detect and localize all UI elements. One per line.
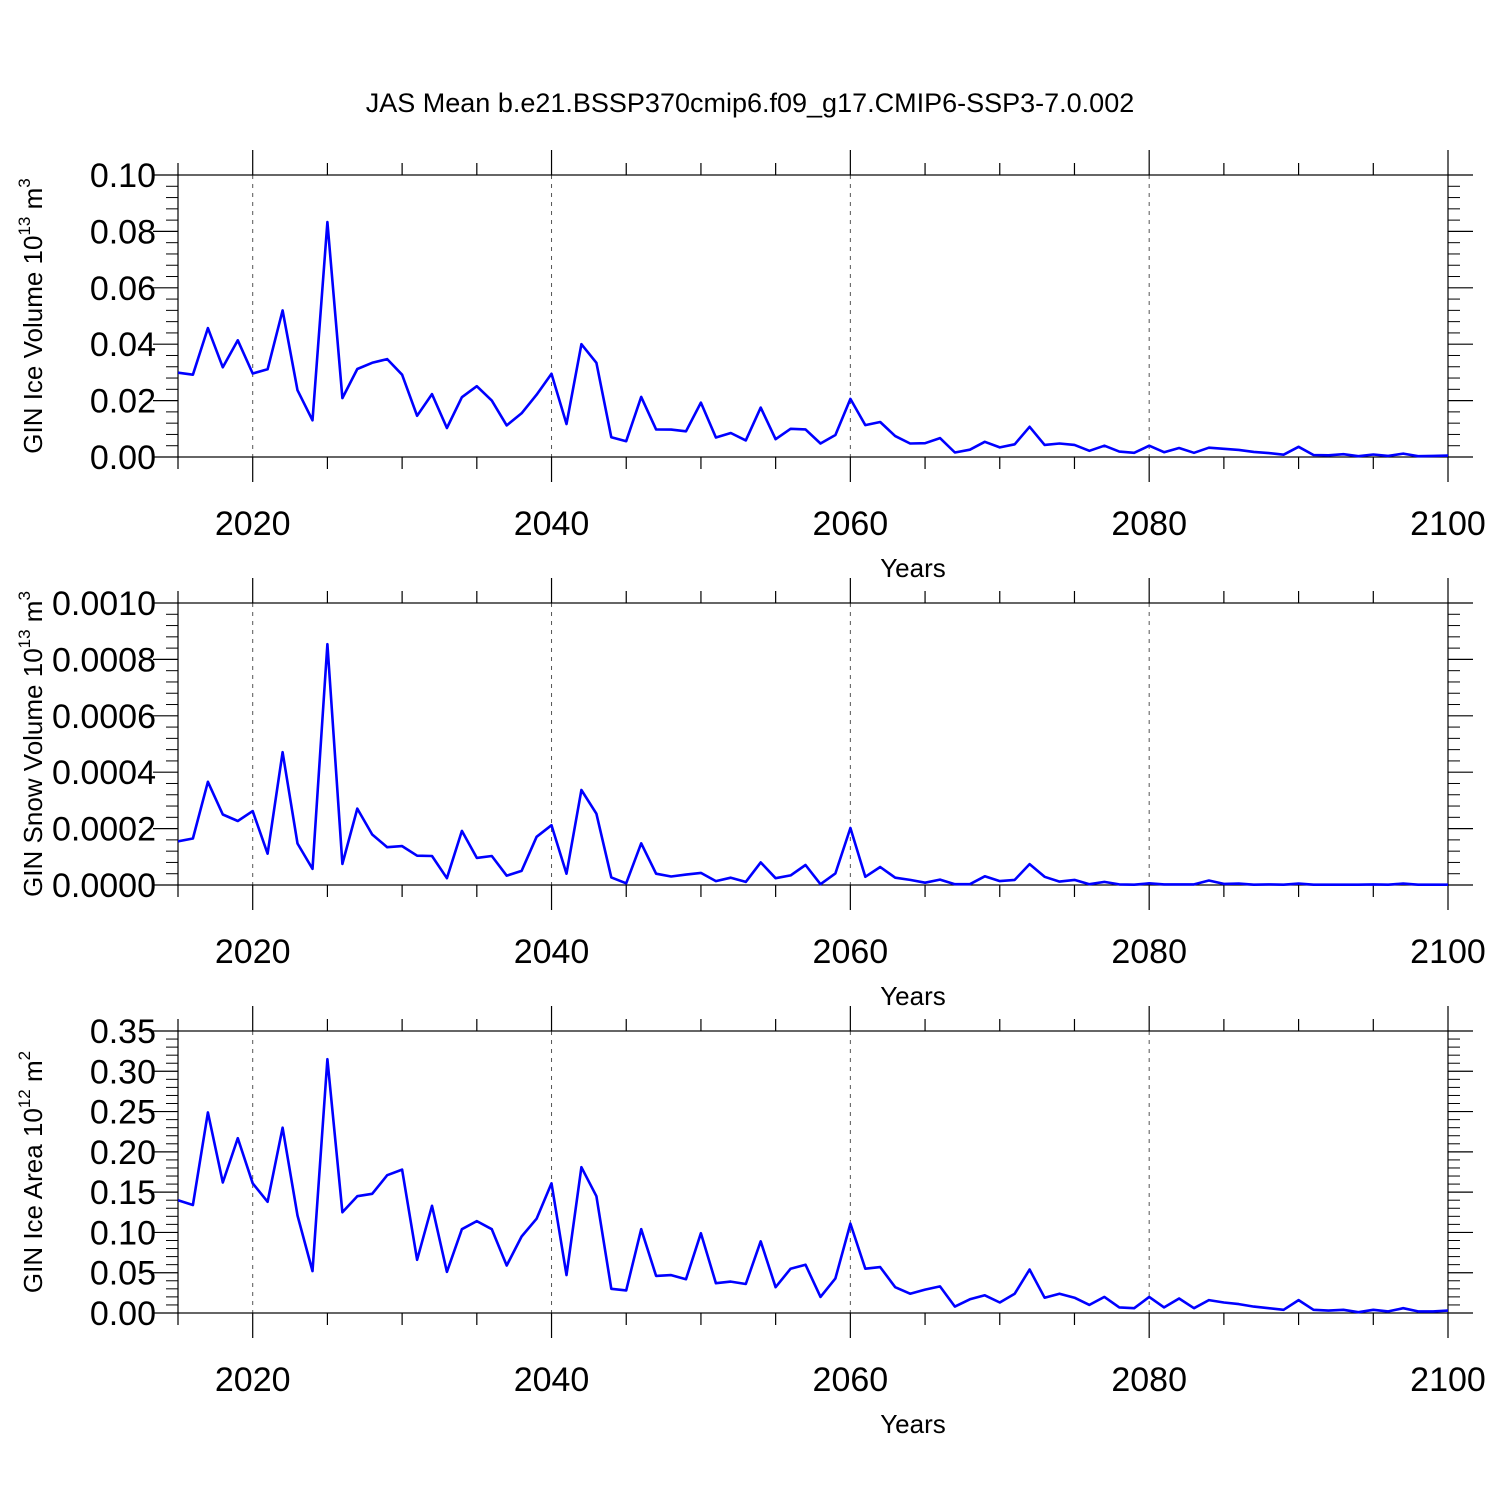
y-axis-label-exponent: 13 <box>15 217 34 236</box>
y-axis-label-unit-exponent: 2 <box>15 1051 34 1060</box>
y-axis-label-unit: m <box>18 1060 48 1089</box>
x-tick-label: 2080 <box>1111 933 1187 971</box>
y-axis-label-text: GIN Snow Volume 10 <box>18 648 48 897</box>
x-tick-label: 2040 <box>514 505 590 543</box>
x-tick-label: 2040 <box>514 933 590 971</box>
x-tick-label: 2060 <box>813 933 889 971</box>
x-tick-label: 2020 <box>215 505 291 543</box>
y-axis-label-unit: m <box>18 601 48 630</box>
x-tick-label: 2040 <box>514 1361 590 1399</box>
chart-panel-3: 2020 2040 2060 2080 2100 0.000.050.100.150.20… <box>15 1006 1486 1439</box>
chart-panel-1: 2020 2040 2060 2080 2100 0.00 0.02 0.04 0.06 0.08… <box>15 150 1486 583</box>
y-tick-label: 0.0004 <box>52 754 156 792</box>
y-tick-label: 0.35 <box>90 1013 156 1051</box>
y-axis-label-exponent: 12 <box>15 1089 34 1108</box>
y-axis-label-unit: m <box>18 188 48 217</box>
y-tick-label: 0.0008 <box>52 641 156 679</box>
y-tick-label: 0.00 <box>90 1295 156 1333</box>
x-axis-label: Years <box>880 981 946 1011</box>
chart-panel-2: 2020 2040 2060 2080 2100 0.0000 0.0002 0.0004 0.… <box>15 578 1486 1011</box>
panels: 2020 2040 2060 2080 2100 0.00 0.02 0.04 0.06 0.08… <box>15 150 1486 1439</box>
y-tick-label: 0.0006 <box>52 698 156 736</box>
y-axis-label-text: GIN Ice Area 10 <box>18 1108 48 1293</box>
x-tick-label: 2100 <box>1410 1361 1486 1399</box>
x-axis-label: Years <box>880 1409 946 1439</box>
y-tick-label: 0.10 <box>90 1214 156 1252</box>
x-tick-label: 2080 <box>1111 505 1187 543</box>
x-tick-label: 2020 <box>215 1361 291 1399</box>
x-tick-label: 2020 <box>215 933 291 971</box>
y-tick-label: 0.20 <box>90 1134 156 1172</box>
y-tick-label: 0.04 <box>90 326 156 364</box>
y-tick-label: 0.0010 <box>52 585 156 623</box>
x-tick-label: 2060 <box>813 505 889 543</box>
x-tick-label: 2060 <box>813 1361 889 1399</box>
y-axis-label-text: GIN Ice Volume 10 <box>18 236 48 454</box>
x-tick-label: 2100 <box>1410 505 1486 543</box>
x-tick-label: 2080 <box>1111 1361 1187 1399</box>
y-axis-label: GIN Snow Volume 1013 m3 <box>15 591 48 897</box>
y-axis-label: GIN Ice Volume 1013 m3 <box>15 178 48 454</box>
y-tick-label: 0.06 <box>90 270 156 308</box>
y-tick-label: 0.00 <box>90 439 156 477</box>
series-line <box>178 220 1448 458</box>
chart-title: JAS Mean b.e21.BSSP370cmip6.f09_g17.CMIP… <box>366 88 1134 118</box>
y-tick-label: 0.05 <box>90 1255 156 1293</box>
plot-frame <box>177 174 1449 458</box>
x-tick-label: 2100 <box>1410 933 1486 971</box>
y-axis-label-unit-exponent: 3 <box>15 591 34 600</box>
series-line <box>178 1057 1448 1314</box>
plot-frame <box>177 602 1449 886</box>
y-tick-label: 0.15 <box>90 1174 156 1212</box>
y-axis-label-unit-exponent: 3 <box>15 178 34 187</box>
y-tick-label: 0.30 <box>90 1053 156 1091</box>
series-line <box>178 642 1448 887</box>
y-tick-label: 0.10 <box>90 157 156 195</box>
y-tick-label: 0.0000 <box>52 867 156 905</box>
y-axis-label: GIN Ice Area 1012 m2 <box>15 1051 48 1293</box>
y-tick-label: 0.25 <box>90 1094 156 1132</box>
plot-frame <box>177 1030 1449 1314</box>
y-tick-label: 0.0002 <box>52 811 156 849</box>
y-axis-label-exponent: 13 <box>15 629 34 648</box>
y-tick-label: 0.08 <box>90 213 156 251</box>
x-axis-label: Years <box>880 553 946 583</box>
y-tick-label: 0.02 <box>90 383 156 421</box>
